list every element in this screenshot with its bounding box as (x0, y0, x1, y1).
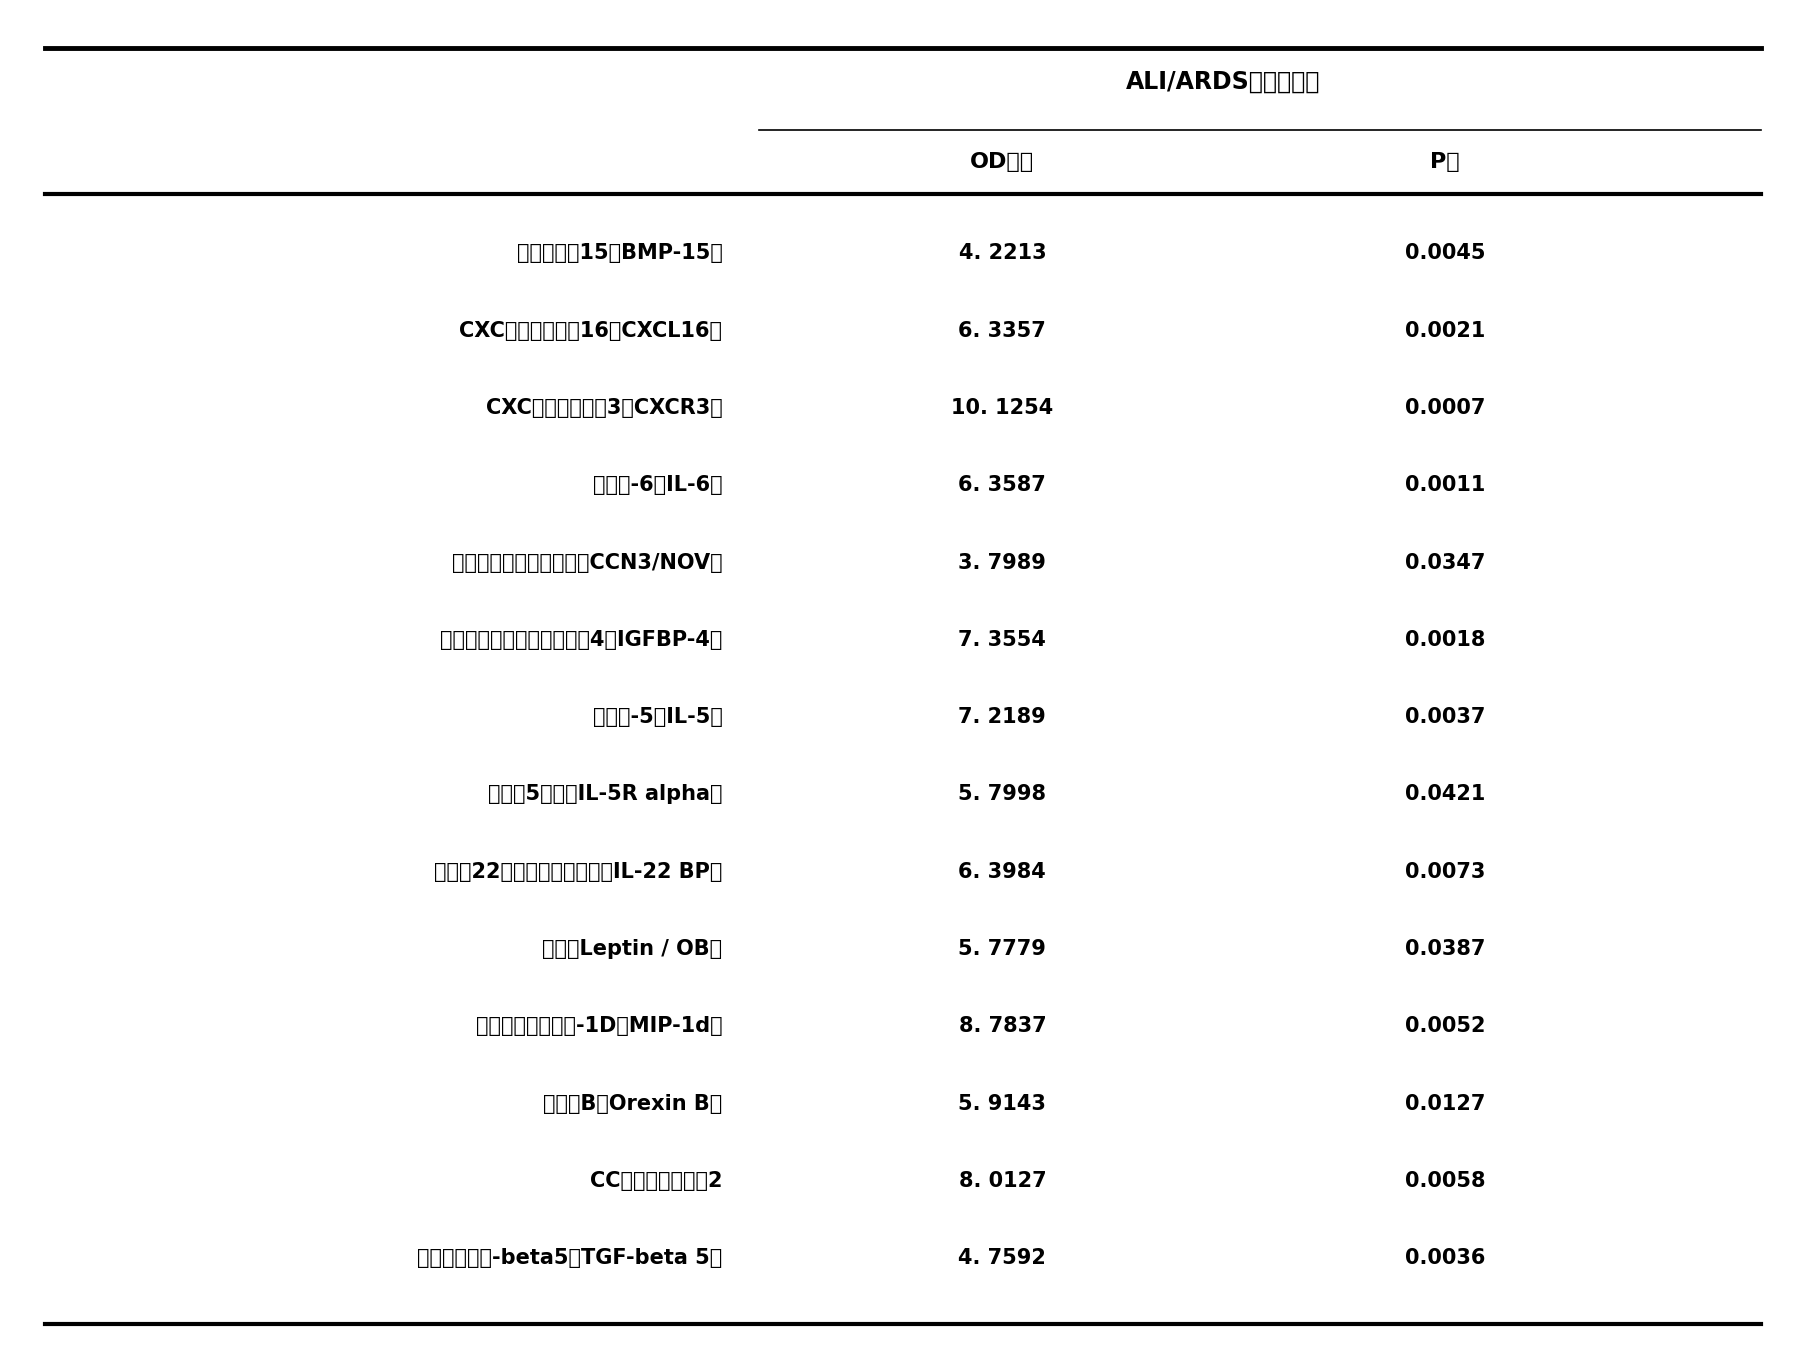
Text: 0.0052: 0.0052 (1404, 1016, 1484, 1037)
Text: CXC趣化因子受体3（CXCR3）: CXC趣化因子受体3（CXCR3） (486, 398, 722, 419)
Text: 0.0011: 0.0011 (1404, 475, 1484, 495)
Text: P値: P値 (1430, 152, 1458, 172)
Text: 白介素-6（IL-6）: 白介素-6（IL-6） (592, 475, 722, 495)
Text: 胰岛素样生长因子结合蛋白4（IGFBP-4）: 胰岛素样生长因子结合蛋白4（IGFBP-4） (440, 629, 722, 650)
Text: 7. 3554: 7. 3554 (958, 629, 1045, 650)
Text: 10. 1254: 10. 1254 (951, 398, 1052, 419)
Text: OD比値: OD比値 (969, 152, 1034, 172)
Text: 0.0007: 0.0007 (1404, 398, 1484, 419)
Text: 食欲素B（Orexin B）: 食欲素B（Orexin B） (543, 1093, 722, 1114)
Text: CXC趣化因子配作16（CXCL16）: CXC趣化因子配作16（CXCL16） (458, 320, 722, 341)
Text: 0.0037: 0.0037 (1404, 707, 1484, 728)
Text: 8. 0127: 8. 0127 (958, 1171, 1045, 1192)
Text: 5. 7998: 5. 7998 (958, 784, 1045, 804)
Text: CC类趣化因子受体2: CC类趣化因子受体2 (590, 1171, 722, 1192)
Text: 3. 7989: 3. 7989 (958, 553, 1045, 573)
Text: 白介素5受体（IL-5R alpha）: 白介素5受体（IL-5R alpha） (487, 784, 722, 804)
Text: 0.0421: 0.0421 (1404, 784, 1484, 804)
Text: 6. 3357: 6. 3357 (958, 320, 1045, 341)
Text: 0.0347: 0.0347 (1404, 553, 1484, 573)
Text: 联母细胞过度表达基因（CCN3/NOV）: 联母细胞过度表达基因（CCN3/NOV） (451, 553, 722, 573)
Text: 巨噬细胞炎性蛋白-1D（MIP-1d）: 巨噬细胞炎性蛋白-1D（MIP-1d） (475, 1016, 722, 1037)
Text: 6. 3984: 6. 3984 (958, 862, 1045, 882)
Text: 转化生长因子-beta5（TGF-beta 5）: 转化生长因子-beta5（TGF-beta 5） (417, 1248, 722, 1268)
Text: 0.0058: 0.0058 (1404, 1171, 1484, 1192)
Text: 7. 2189: 7. 2189 (958, 707, 1045, 728)
Text: 骨形成蛋白15（BMP-15）: 骨形成蛋白15（BMP-15） (516, 244, 722, 264)
Text: 0.0127: 0.0127 (1404, 1093, 1484, 1114)
Text: 白介素-5（IL-5）: 白介素-5（IL-5） (592, 707, 722, 728)
Text: 5. 9143: 5. 9143 (958, 1093, 1045, 1114)
Text: 琋素（Leptin / OB）: 琋素（Leptin / OB） (542, 938, 722, 959)
Text: 4. 2213: 4. 2213 (958, 244, 1045, 264)
Text: 0.0036: 0.0036 (1404, 1248, 1484, 1268)
Text: 8. 7837: 8. 7837 (958, 1016, 1045, 1037)
Text: 0.0387: 0.0387 (1404, 938, 1484, 959)
Text: 0.0073: 0.0073 (1404, 862, 1484, 882)
Text: 白介素22受体结合蛋白抗体（IL-22 BP）: 白介素22受体结合蛋白抗体（IL-22 BP） (433, 862, 722, 882)
Text: 0.0045: 0.0045 (1404, 244, 1484, 264)
Text: 0.0018: 0.0018 (1404, 629, 1484, 650)
Text: 0.0021: 0.0021 (1404, 320, 1484, 341)
Text: 4. 7592: 4. 7592 (958, 1248, 1045, 1268)
Text: 5. 7779: 5. 7779 (958, 938, 1045, 959)
Text: ALI/ARDS组比正常组: ALI/ARDS组比正常组 (1126, 70, 1319, 94)
Text: 6. 3587: 6. 3587 (958, 475, 1045, 495)
